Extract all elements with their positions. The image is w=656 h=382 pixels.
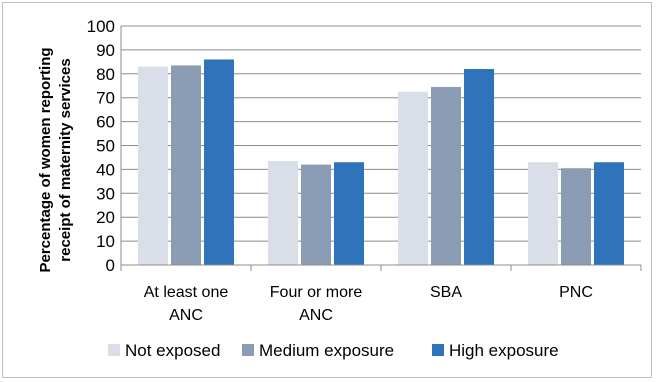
bar bbox=[301, 164, 331, 265]
y-tick-label: 0 bbox=[106, 256, 115, 275]
bar bbox=[171, 65, 201, 265]
y-tick-labels: 0 10 20 30 40 50 60 70 80 90 100 bbox=[87, 17, 115, 275]
y-tick-label: 60 bbox=[96, 113, 115, 132]
legend-label: High exposure bbox=[449, 341, 559, 360]
bar bbox=[204, 59, 234, 266]
bar bbox=[268, 161, 298, 265]
axes bbox=[120, 26, 642, 271]
bar bbox=[594, 162, 624, 265]
y-axis-label-line-2: receipt of maternity services bbox=[57, 58, 74, 261]
legend-label: Not exposed bbox=[125, 341, 220, 360]
bar bbox=[561, 168, 591, 265]
legend-swatch bbox=[242, 344, 254, 356]
bar bbox=[431, 86, 461, 265]
x-category-label: ANC bbox=[169, 307, 203, 324]
y-tick-label: 80 bbox=[96, 65, 115, 84]
bar bbox=[398, 91, 428, 265]
bar bbox=[528, 162, 558, 265]
x-category-label: PNC bbox=[559, 284, 593, 301]
x-category-labels: At least one ANC Four or more ANC SBA PNC bbox=[144, 284, 593, 324]
y-tick-label: 40 bbox=[96, 160, 115, 179]
bar bbox=[334, 162, 364, 265]
y-axis-label-line-1: Percentage of women reporting bbox=[37, 47, 54, 272]
y-tick-label: 30 bbox=[96, 184, 115, 203]
x-category-label: ANC bbox=[299, 307, 333, 324]
y-tick-label: 50 bbox=[96, 137, 115, 156]
y-tick-label: 70 bbox=[96, 89, 115, 108]
legend: Not exposed Medium exposure High exposure bbox=[108, 341, 559, 360]
y-tick-label: 100 bbox=[87, 17, 115, 36]
legend-swatch bbox=[108, 344, 120, 356]
bar bbox=[138, 66, 168, 265]
bar bbox=[464, 69, 494, 266]
y-tick-label: 10 bbox=[96, 232, 115, 251]
legend-label: Medium exposure bbox=[259, 341, 394, 360]
x-category-label: Four or more bbox=[270, 284, 363, 301]
y-tick-label: 90 bbox=[96, 41, 115, 60]
y-axis-label: Percentage of women reporting receipt of… bbox=[37, 47, 74, 272]
bars bbox=[138, 59, 624, 266]
legend-swatch bbox=[432, 344, 444, 356]
x-category-label: At least one bbox=[144, 284, 229, 301]
y-tick-label: 20 bbox=[96, 208, 115, 227]
x-category-label: SBA bbox=[430, 284, 462, 301]
